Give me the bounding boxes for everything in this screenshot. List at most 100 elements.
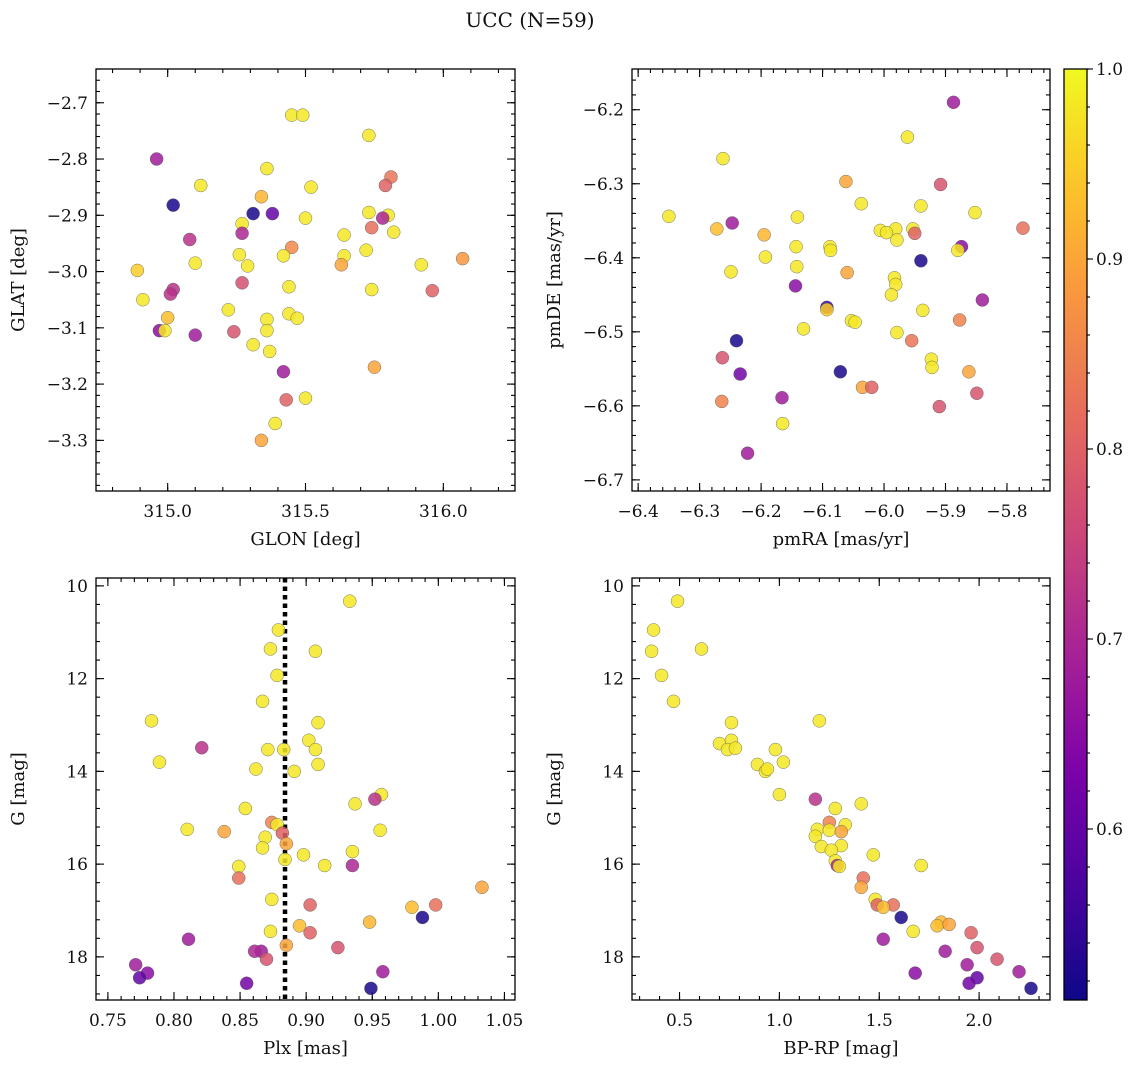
scatter-point <box>405 900 419 914</box>
y-tick-label: −6.4 <box>583 249 624 269</box>
scatter-point <box>181 932 196 946</box>
scatter-point <box>854 797 868 811</box>
scatter-point <box>302 733 316 748</box>
scatter-point <box>914 858 928 873</box>
scatter-point <box>304 180 318 194</box>
scatter-point <box>180 822 194 837</box>
colorbar-frame <box>1063 68 1088 1001</box>
x-axis-label: Plx [mas] <box>263 1038 348 1059</box>
scatter-point <box>906 924 920 939</box>
y-tick-label: 14 <box>602 762 624 782</box>
scatter-point <box>833 365 848 379</box>
x-axis-label: BP-RP [mag] <box>783 1038 898 1059</box>
scatter-panel-4: 0.5 1.0 1.5 2.0 10 12 14 16 18 BP-RP [mag] G [mag] <box>544 577 1051 1059</box>
scatter-point <box>311 757 325 772</box>
x-tick-label: 0.75 <box>89 1011 127 1031</box>
scatter-point <box>160 310 175 325</box>
scatter-point <box>278 852 292 867</box>
scatter-point <box>725 216 739 230</box>
x-tick-label: 0.95 <box>353 1011 391 1031</box>
scatter-point <box>265 892 279 907</box>
scatter-points <box>128 594 489 996</box>
scatter-point <box>232 859 246 874</box>
x-tick-label: −6.3 <box>679 502 720 522</box>
scatter-point <box>662 209 676 224</box>
y-tick-label: 12 <box>66 670 88 690</box>
scatter-point <box>362 128 376 143</box>
scatter-panel-1: 315.0 315.5 316.0 −3.3 −3.2 −3.1 −3.0 −2.9 −2.8 −… <box>8 68 516 550</box>
scatter-point <box>217 824 231 839</box>
scatter-point <box>128 958 143 972</box>
scatter-point <box>227 325 241 339</box>
y-tick-label: 18 <box>66 948 88 968</box>
scatter-point <box>239 976 254 991</box>
scatter-point <box>933 177 948 192</box>
scatter-point <box>166 198 180 212</box>
scatter-point <box>279 393 293 407</box>
x-tick-label: −6.0 <box>863 502 904 522</box>
scatter-point <box>715 394 729 409</box>
y-tick-label: −6.6 <box>583 397 624 417</box>
scatter-point <box>908 226 922 241</box>
scatter-point <box>865 380 879 395</box>
scatter-point <box>962 365 976 379</box>
scatter-point <box>724 715 739 730</box>
scatter-point <box>345 858 360 873</box>
scatter-point <box>263 642 278 656</box>
x-tick-label: −6.4 <box>618 502 659 522</box>
scatter-point <box>900 130 915 144</box>
scatter-point <box>292 919 307 933</box>
scatter-point <box>221 303 236 317</box>
scatter-point <box>279 938 294 952</box>
scatter-point <box>914 199 928 213</box>
scatter-point <box>925 360 939 375</box>
scatter-point <box>414 258 428 272</box>
y-tick-label: −6.7 <box>583 471 624 491</box>
scatter-point <box>716 151 730 166</box>
y-tick-label: −3.0 <box>47 263 88 283</box>
scatter-point <box>298 391 313 405</box>
scatter-point <box>975 293 990 307</box>
scatter-point <box>808 829 823 844</box>
y-tick-label: 16 <box>602 855 624 875</box>
figure-title: UCC (N=59) <box>465 8 594 32</box>
scatter-point <box>790 259 804 274</box>
scatter-point <box>1024 981 1038 996</box>
scatter-point <box>183 232 197 247</box>
scatter-point <box>238 801 253 816</box>
scatter-point <box>163 287 178 301</box>
scatter-point <box>942 917 956 932</box>
scatter-point <box>343 594 357 608</box>
x-tick-label: 0.5 <box>666 1011 693 1031</box>
scatter-point <box>932 399 947 414</box>
scatter-points <box>644 594 1038 996</box>
scatter-point <box>364 220 379 235</box>
colorbar-tick-label: 0.6 <box>1096 820 1123 840</box>
colorbar-tick-label: 1.0 <box>1096 60 1123 80</box>
scatter-point <box>964 926 978 940</box>
y-tick-label: 10 <box>602 577 624 597</box>
scatter-point <box>908 966 922 980</box>
x-tick-label: 1.5 <box>866 1011 893 1031</box>
scatter-point <box>914 254 928 268</box>
scatter-point <box>260 312 274 327</box>
scatter-point <box>188 256 202 270</box>
y-tick-label: 10 <box>66 577 88 597</box>
scatter-points <box>662 95 1030 460</box>
colorbar-tick-label: 0.7 <box>1096 630 1123 650</box>
scatter-point <box>144 714 159 728</box>
scatter-point <box>188 328 202 342</box>
scatter-point <box>260 161 274 176</box>
scatter-point <box>359 243 373 257</box>
scatter-point <box>938 944 952 959</box>
scatter-point <box>287 764 301 779</box>
scatter-point <box>348 797 362 811</box>
x-tick-label: −5.8 <box>986 502 1027 522</box>
scatter-point <box>728 741 743 755</box>
y-axis-label: pmDE [mas/yr] <box>544 211 565 349</box>
scatter-point <box>331 940 345 955</box>
y-tick-label: −3.3 <box>47 431 88 451</box>
scatter-point <box>246 338 260 352</box>
scatter-point <box>254 433 269 448</box>
scatter-point <box>775 416 790 431</box>
